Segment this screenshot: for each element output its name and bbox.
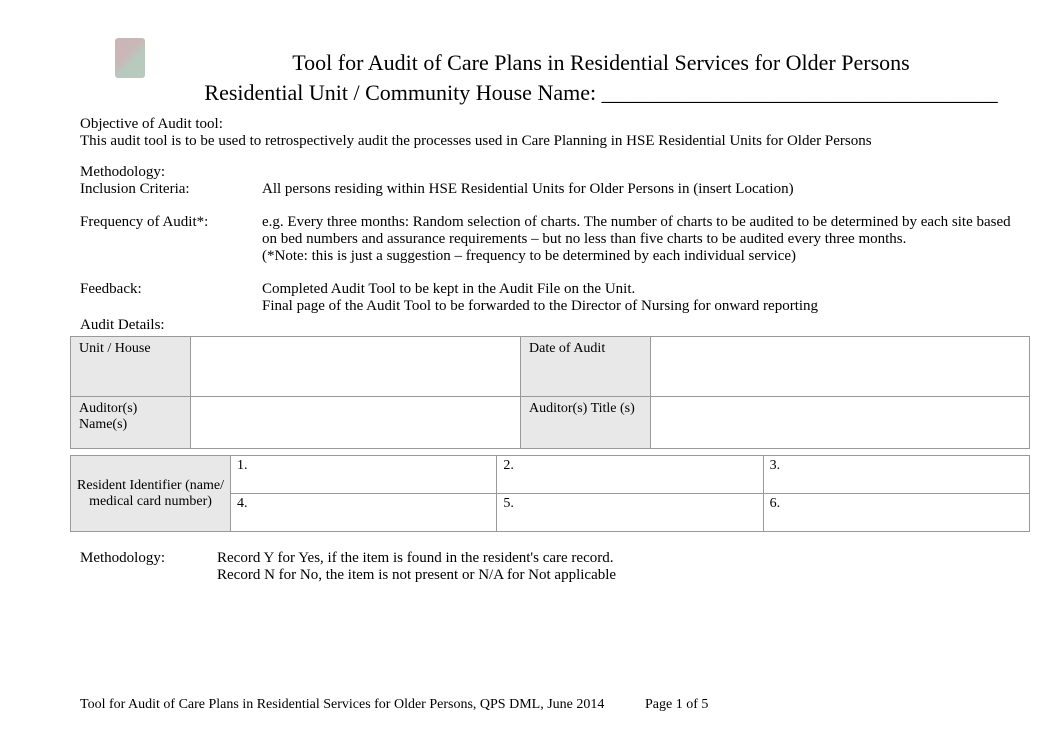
inclusion-label: Inclusion Criteria:: [80, 181, 262, 198]
methodology2-label: Methodology:: [80, 550, 217, 584]
resident-cell-5[interactable]: 5.: [497, 494, 763, 532]
frequency-label: Frequency of Audit*:: [80, 214, 262, 265]
resident-identifier-table: Resident Identifier (name/ medical card …: [70, 455, 1030, 532]
methodology2-text-2: Record N for No, the item is not present…: [217, 567, 616, 584]
document-title: Tool for Audit of Care Plans in Resident…: [180, 50, 1022, 76]
inclusion-text: All persons residing within HSE Resident…: [262, 181, 1022, 198]
feedback-text-2: Final page of the Audit Tool to be forwa…: [262, 298, 1022, 315]
date-of-audit-label: Date of Audit: [521, 337, 651, 397]
auditor-names-label: Auditor(s)Name(s): [71, 397, 191, 449]
unit-name-line: Residential Unit / Community House Name:…: [180, 80, 1022, 106]
feedback-label: Feedback:: [80, 281, 262, 315]
audit-details-label: Audit Details:: [80, 317, 1022, 334]
frequency-text-2: on bed numbers and assurance requirement…: [262, 231, 1022, 248]
auditor-titles-field[interactable]: [651, 397, 1030, 449]
resident-cell-6[interactable]: 6.: [763, 494, 1029, 532]
date-of-audit-field[interactable]: [651, 337, 1030, 397]
resident-cell-1[interactable]: 1.: [231, 456, 497, 494]
frequency-text-1: e.g. Every three months: Random selectio…: [262, 214, 1022, 231]
auditor-titles-label: Auditor(s) Title (s): [521, 397, 651, 449]
objective-label: Objective of Audit tool:: [80, 116, 1022, 133]
logo-image: [80, 20, 180, 100]
unit-house-label: Unit / House: [71, 337, 191, 397]
unit-house-field[interactable]: [191, 337, 521, 397]
auditor-names-field[interactable]: [191, 397, 521, 449]
audit-details-table: Unit / House Date of Audit Auditor(s)Nam…: [70, 336, 1030, 449]
footer-text: Tool for Audit of Care Plans in Resident…: [80, 697, 645, 713]
feedback-text-1: Completed Audit Tool to be kept in the A…: [262, 281, 1022, 298]
objective-text: This audit tool is to be used to retrosp…: [80, 133, 1022, 150]
resident-cell-4[interactable]: 4.: [231, 494, 497, 532]
methodology-label: Methodology:: [80, 164, 1022, 181]
page-number: Page 1 of 5: [645, 697, 708, 713]
resident-identifier-label: Resident Identifier (name/ medical card …: [71, 456, 231, 532]
frequency-text-3: (*Note: this is just a suggestion – freq…: [262, 248, 1022, 265]
resident-cell-3[interactable]: 3.: [763, 456, 1029, 494]
resident-cell-2[interactable]: 2.: [497, 456, 763, 494]
methodology2-text-1: Record Y for Yes, if the item is found i…: [217, 550, 616, 567]
